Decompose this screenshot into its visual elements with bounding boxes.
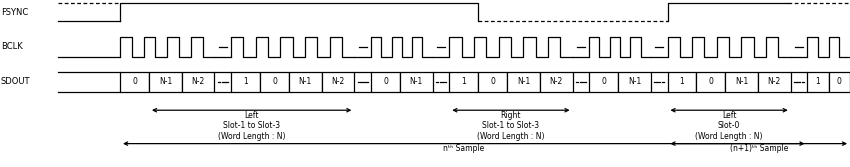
Bar — [149, 72, 182, 92]
Bar — [618, 72, 651, 92]
Bar — [589, 72, 618, 92]
Text: 1: 1 — [816, 77, 820, 86]
Bar — [182, 72, 214, 92]
Bar — [321, 72, 354, 92]
Text: 1: 1 — [243, 77, 248, 86]
Text: nᵗʰ Sample: nᵗʰ Sample — [443, 144, 484, 153]
Bar — [829, 72, 850, 92]
Text: Left
Slot-1 to Slot-3
(Word Length : N): Left Slot-1 to Slot-3 (Word Length : N) — [218, 111, 286, 141]
Bar — [289, 72, 321, 92]
Text: Right
Slot-1 to Slot-3
(Word Length : N): Right Slot-1 to Slot-3 (Word Length : N) — [477, 111, 545, 141]
Text: N-1: N-1 — [735, 77, 748, 86]
Text: N-2: N-2 — [191, 77, 205, 86]
Text: 0: 0 — [837, 77, 842, 86]
Text: 1: 1 — [462, 77, 466, 86]
Text: 0: 0 — [132, 77, 137, 86]
Text: N-1: N-1 — [298, 77, 312, 86]
Bar — [725, 72, 758, 92]
Text: BCLK: BCLK — [1, 42, 23, 51]
Bar — [450, 72, 479, 92]
Text: FSYNC: FSYNC — [1, 8, 28, 17]
Text: 0: 0 — [490, 77, 495, 86]
Text: 1: 1 — [680, 77, 684, 86]
Bar — [400, 72, 433, 92]
Bar — [260, 72, 289, 92]
Bar — [371, 72, 399, 92]
Bar — [120, 72, 149, 92]
Text: 0: 0 — [708, 77, 713, 86]
Bar — [667, 72, 696, 92]
Text: N-2: N-2 — [332, 77, 344, 86]
Text: 0: 0 — [601, 77, 606, 86]
Bar — [507, 72, 540, 92]
Text: Left
Slot-0
(Word Length : N): Left Slot-0 (Word Length : N) — [695, 111, 762, 141]
Text: N-1: N-1 — [628, 77, 641, 86]
Text: SDOUT: SDOUT — [1, 77, 31, 86]
Bar — [231, 72, 260, 92]
Bar — [479, 72, 507, 92]
Text: 0: 0 — [383, 77, 388, 86]
Text: N-1: N-1 — [159, 77, 172, 86]
Text: (n+1)ᵗʰ Sample: (n+1)ᵗʰ Sample — [729, 144, 788, 153]
Bar — [540, 72, 573, 92]
Bar — [696, 72, 725, 92]
Text: N-2: N-2 — [768, 77, 781, 86]
Text: N-1: N-1 — [410, 77, 423, 86]
Text: N-1: N-1 — [517, 77, 530, 86]
Text: N-2: N-2 — [550, 77, 563, 86]
Text: 0: 0 — [272, 77, 277, 86]
Bar — [808, 72, 829, 92]
Bar — [758, 72, 791, 92]
